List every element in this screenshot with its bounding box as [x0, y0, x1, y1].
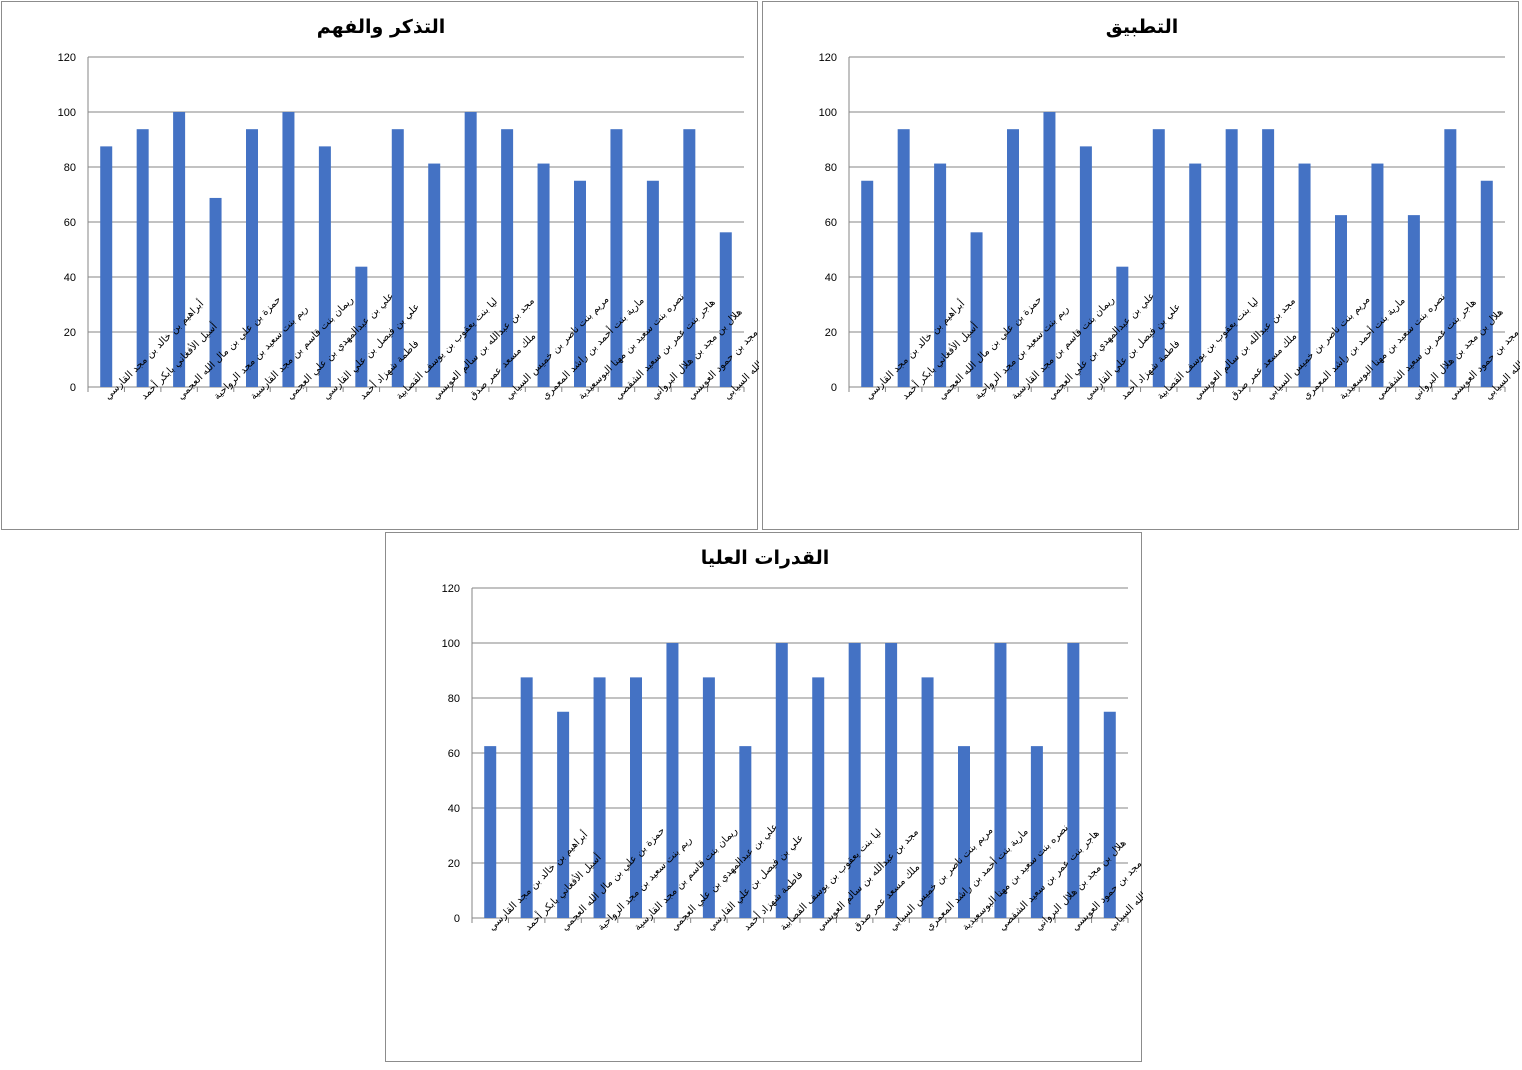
bar — [1444, 129, 1457, 387]
bar — [1335, 215, 1347, 387]
bar — [501, 129, 514, 387]
bar — [557, 711, 570, 918]
bar — [391, 129, 404, 387]
bar — [934, 163, 947, 387]
y-tick-label: 80 — [448, 693, 460, 705]
bar — [593, 677, 606, 918]
bar — [739, 746, 752, 918]
bar — [702, 677, 715, 918]
bar — [1043, 112, 1056, 387]
bar — [861, 180, 874, 387]
y-tick-label: 60 — [64, 217, 76, 229]
y-tick-label: 120 — [442, 583, 460, 595]
bar — [1103, 711, 1116, 918]
y-tick-label: 0 — [831, 382, 837, 394]
bar — [1480, 180, 1493, 387]
bar — [897, 129, 910, 387]
y-tick-label: 120 — [58, 52, 76, 64]
chart-panel-recall: التذكر والفهم 0 20 40 60 80 100 120 أبراهيم بن … — [1, 1, 759, 530]
y-tick-label: 0 — [70, 382, 76, 394]
bar — [464, 112, 477, 387]
bar — [1225, 129, 1238, 387]
bar — [100, 146, 113, 387]
bar — [630, 677, 642, 918]
bar — [246, 129, 258, 387]
bar — [318, 146, 331, 387]
bar — [719, 232, 732, 387]
bar — [537, 163, 550, 387]
bar — [775, 643, 788, 918]
bar — [921, 677, 934, 918]
bar — [1262, 129, 1275, 387]
bar — [1298, 163, 1311, 387]
y-tick-label: 100 — [819, 107, 837, 119]
y-tick-label: 100 — [58, 107, 76, 119]
y-tick-label: 0 — [454, 913, 460, 925]
y-tick-label: 80 — [825, 162, 837, 174]
chart-panel-application: التطبيق 0 20 40 60 80 100 120 أبراهيم بن خالد ب… — [762, 1, 1520, 530]
bar — [666, 643, 679, 918]
y-tick-label: 20 — [448, 858, 460, 870]
bar — [970, 232, 983, 387]
bar — [1079, 146, 1092, 387]
bar — [1189, 163, 1202, 387]
chart-panel-higher-abilities: القدرات العليا 0 20 40 60 80 100 120 أبراهيم بن… — [385, 532, 1143, 1062]
bar — [1030, 746, 1043, 918]
bar — [428, 163, 441, 387]
chart-title: التطبيق — [1106, 16, 1179, 38]
bar — [1407, 215, 1420, 387]
y-tick-label: 120 — [819, 52, 837, 64]
bar — [610, 129, 623, 387]
bar — [484, 746, 497, 918]
y-tick-label: 40 — [448, 803, 460, 815]
y-tick-label: 20 — [64, 327, 76, 339]
bar — [355, 266, 368, 387]
bar — [282, 112, 295, 387]
bar — [173, 112, 186, 387]
y-tick-label: 40 — [825, 272, 837, 284]
bar — [1007, 129, 1019, 387]
bar — [1116, 266, 1129, 387]
bar — [1152, 129, 1165, 387]
y-tick-label: 80 — [64, 162, 76, 174]
bar — [136, 129, 149, 387]
bar — [848, 643, 861, 918]
bar — [574, 180, 586, 387]
bar — [209, 197, 222, 387]
chart-title: القدرات العليا — [701, 547, 829, 569]
bar — [646, 180, 659, 387]
bar — [812, 677, 825, 918]
chart-title: التذكر والفهم — [317, 16, 445, 38]
bar — [994, 643, 1007, 918]
y-tick-label: 40 — [64, 272, 76, 284]
bar — [958, 746, 970, 918]
bar — [1371, 163, 1384, 387]
y-tick-label: 100 — [442, 638, 460, 650]
y-tick-label: 20 — [825, 327, 837, 339]
bar — [885, 643, 898, 918]
bar — [1067, 643, 1080, 918]
y-tick-label: 60 — [825, 217, 837, 229]
y-tick-label: 60 — [448, 748, 460, 760]
bar — [683, 129, 696, 387]
bar — [520, 677, 533, 918]
